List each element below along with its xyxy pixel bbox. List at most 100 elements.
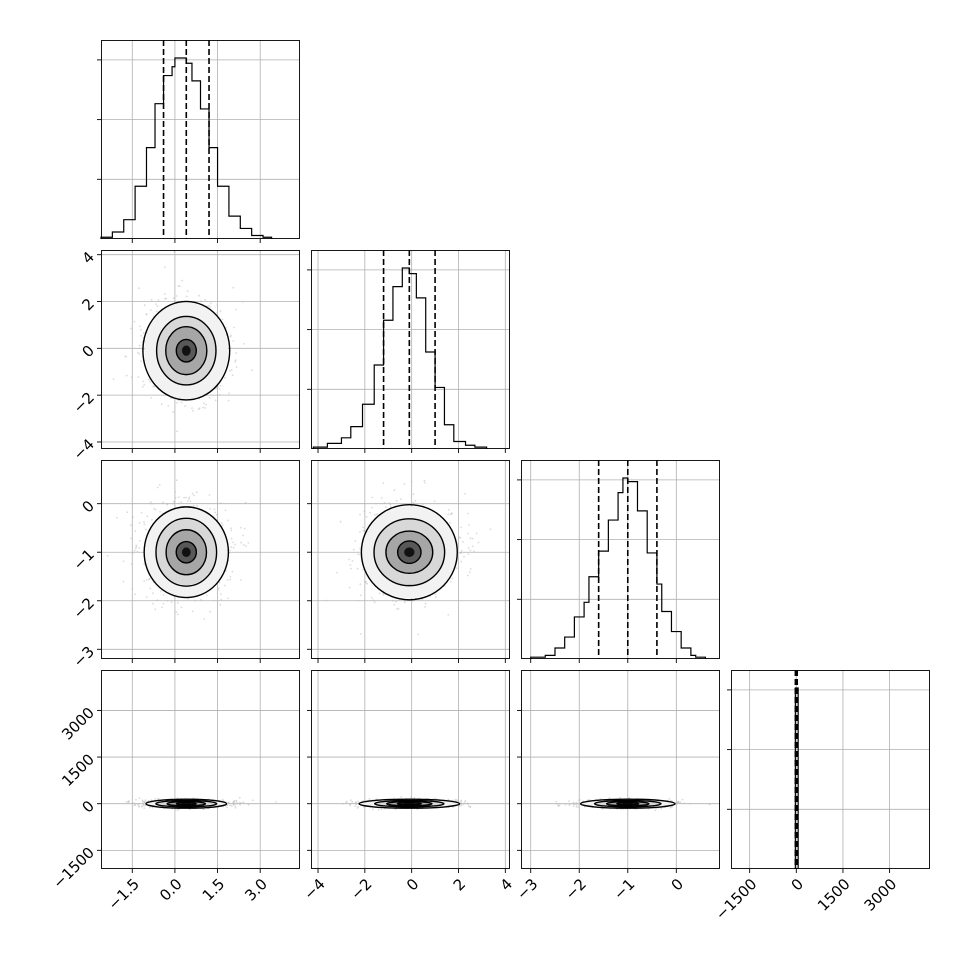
scatter-point xyxy=(467,574,469,577)
scatter-point xyxy=(242,300,245,303)
scatter-point xyxy=(164,297,166,300)
panel-border xyxy=(101,460,300,659)
scatter-point xyxy=(204,298,207,301)
scatter-points xyxy=(125,796,277,812)
scatter-point xyxy=(447,798,450,801)
scatter-point xyxy=(186,295,188,298)
scatter-points xyxy=(555,796,711,812)
scatter-point xyxy=(189,500,192,502)
scatter-point xyxy=(393,603,396,606)
scatter-point xyxy=(178,285,181,288)
scatter-point xyxy=(378,592,381,595)
scatter-point xyxy=(356,567,359,570)
scatter-point xyxy=(359,583,362,586)
scatter-point xyxy=(172,411,175,413)
scatter-point xyxy=(180,501,183,503)
scatter-point xyxy=(576,804,578,806)
density-peak xyxy=(181,345,191,356)
scatter-point xyxy=(374,502,377,505)
scatter-point xyxy=(176,430,179,433)
scatter-point xyxy=(133,804,136,807)
scatter-point xyxy=(468,524,470,526)
scatter-point xyxy=(232,546,235,549)
scatter-point xyxy=(456,799,459,801)
scatter-point xyxy=(138,344,141,347)
scatter-point xyxy=(449,513,452,516)
scatter-point xyxy=(175,611,178,614)
scatter-point xyxy=(345,800,348,803)
panel-border xyxy=(311,460,510,659)
scatter-point xyxy=(200,598,202,601)
scatter-point xyxy=(163,293,166,295)
scatter-point xyxy=(156,486,159,489)
scatter-point xyxy=(181,279,184,282)
histogram-panel-1 xyxy=(307,250,510,453)
scatter-point xyxy=(219,384,222,387)
scatter-point xyxy=(214,511,217,514)
histogram-panel-0 xyxy=(97,40,300,243)
scatter-point xyxy=(352,548,355,551)
scatter-point xyxy=(176,613,179,616)
scatter-point xyxy=(459,536,462,539)
panel-background xyxy=(311,670,510,869)
scatter-point xyxy=(221,318,224,321)
scatter-point xyxy=(351,560,354,562)
scatter-point xyxy=(112,378,115,380)
scatter-point xyxy=(227,519,229,522)
contour-line xyxy=(166,800,207,807)
scatter-point xyxy=(156,599,159,601)
scatter-point xyxy=(170,601,173,604)
scatter-point xyxy=(233,326,235,329)
scatter-point xyxy=(218,388,221,390)
density-peak xyxy=(181,547,191,558)
contour-line xyxy=(373,518,446,587)
contour-line xyxy=(175,801,197,806)
scatter-point xyxy=(187,598,190,600)
scatter-point xyxy=(355,801,358,803)
scatter-point xyxy=(150,298,153,301)
scatter-point xyxy=(365,516,368,518)
histogram-panel-3 xyxy=(727,670,930,873)
scatter-point xyxy=(455,567,458,569)
scatter-point xyxy=(467,547,470,549)
scatter-point xyxy=(232,803,235,806)
scatter-point xyxy=(451,577,454,580)
scatter-point xyxy=(385,506,387,508)
scatter-point xyxy=(122,560,125,563)
scatter-point xyxy=(177,496,180,498)
scatter-point xyxy=(473,550,475,553)
scatter-point xyxy=(122,580,125,583)
scatter-point xyxy=(368,798,371,800)
scatter-point xyxy=(146,515,149,517)
scatter-point xyxy=(133,549,136,552)
scatter-point xyxy=(203,618,206,620)
scatter-point xyxy=(459,552,462,555)
scatter-point xyxy=(177,399,180,402)
scatter-point xyxy=(126,511,129,514)
scatter-point xyxy=(143,580,146,582)
scatter-point xyxy=(412,501,415,504)
panel-background xyxy=(731,670,930,869)
scatter-point xyxy=(204,407,206,409)
scatter-point xyxy=(138,287,140,290)
scatter-point xyxy=(460,549,463,552)
scatter-point xyxy=(227,399,230,402)
scatter-point xyxy=(360,594,362,597)
scatter-point xyxy=(229,335,232,338)
scatter-point xyxy=(224,377,226,379)
scatter-point xyxy=(243,343,246,345)
scatter-point xyxy=(349,804,352,807)
scatter-point xyxy=(172,297,175,300)
scatter-point xyxy=(180,606,183,609)
scatter-panel-0-3 xyxy=(97,670,300,873)
scatter-point xyxy=(208,396,211,399)
scatter-point xyxy=(160,590,162,592)
scatter-point xyxy=(205,403,208,406)
scatter-point xyxy=(359,531,361,533)
scatter-point xyxy=(460,804,462,807)
scatter-point xyxy=(396,608,398,610)
contour-line xyxy=(396,540,422,565)
scatter-point xyxy=(144,799,147,802)
histogram-panel-2 xyxy=(517,460,720,663)
scatter-point xyxy=(161,606,163,609)
